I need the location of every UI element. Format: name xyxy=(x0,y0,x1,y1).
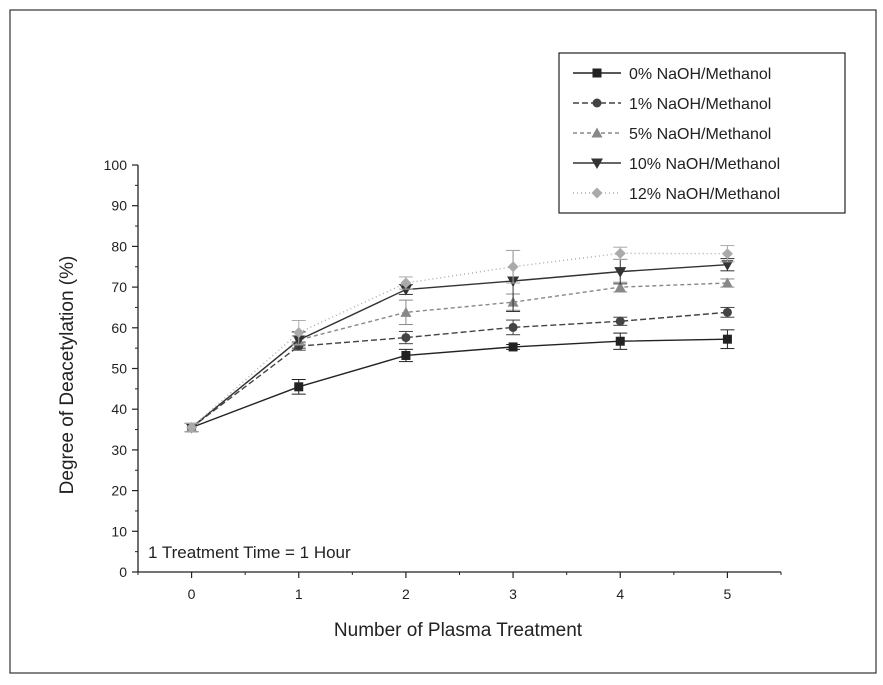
legend-label: 1% NaOH/Methanol xyxy=(629,96,771,113)
data-point xyxy=(722,334,732,344)
series-2 xyxy=(184,277,735,433)
data-point xyxy=(294,382,304,392)
legend-label: 10% NaOH/Methanol xyxy=(629,156,780,173)
y-tick-label: 40 xyxy=(111,401,127,417)
data-point xyxy=(721,277,733,288)
x-tick-label: 1 xyxy=(295,586,303,602)
data-point xyxy=(400,277,412,289)
legend-label: 0% NaOH/Methanol xyxy=(629,66,771,83)
series-line xyxy=(191,282,728,429)
data-point xyxy=(293,327,305,339)
series-line xyxy=(191,338,728,429)
data-point xyxy=(614,247,626,259)
y-tick-label: 50 xyxy=(111,361,127,377)
data-point xyxy=(614,267,627,278)
data-point xyxy=(614,281,626,292)
x-tick-label: 5 xyxy=(724,586,732,602)
series-line xyxy=(191,311,728,429)
x-tick-label: 3 xyxy=(509,586,517,602)
data-point xyxy=(401,350,411,360)
data-point xyxy=(722,307,732,317)
data-point xyxy=(615,316,625,326)
legend-marker xyxy=(592,98,602,108)
series-3 xyxy=(184,249,735,434)
axes xyxy=(137,165,781,573)
x-axis-label: Number of Plasma Treatment xyxy=(334,620,583,641)
y-tick-label: 10 xyxy=(111,523,127,539)
series-group xyxy=(184,245,735,434)
data-point xyxy=(508,342,518,352)
legend-marker xyxy=(591,127,603,138)
legend-label: 5% NaOH/Methanol xyxy=(629,126,771,143)
y-tick-label: 60 xyxy=(111,320,127,336)
y-tick-label: 30 xyxy=(111,442,127,458)
y-tick-label: 0 xyxy=(119,564,127,580)
legend-box xyxy=(558,52,846,214)
x-tick-label: 4 xyxy=(616,586,624,602)
data-point xyxy=(400,306,412,317)
legend-marker xyxy=(591,158,603,169)
legend-label: 12% NaOH/Methanol xyxy=(629,186,780,203)
x-tick-label: 2 xyxy=(402,586,410,602)
y-tick-label: 100 xyxy=(104,157,128,173)
series-line xyxy=(191,264,728,429)
data-point xyxy=(507,261,519,273)
x-ticks: 0 1 2 3 4 5 xyxy=(137,572,782,602)
legend: 0% NaOH/Methanol 1% NaOH/Methanol 5% NaOH/… xyxy=(558,52,846,214)
legend-marker xyxy=(591,187,603,199)
data-point xyxy=(615,336,625,346)
figure-border xyxy=(9,9,877,674)
y-ticks: 0 10 20 30 40 50 60 70 80 90 100 xyxy=(104,157,138,580)
x-tick-label: 0 xyxy=(188,586,196,602)
data-point xyxy=(399,285,412,296)
y-tick-label: 80 xyxy=(111,238,127,254)
data-point xyxy=(401,333,411,343)
data-point xyxy=(186,422,198,434)
legend-marker xyxy=(592,68,602,78)
y-tick-label: 20 xyxy=(111,483,127,499)
y-tick-label: 90 xyxy=(111,198,127,214)
y-axis-label: Degree of Deacetylation (%) xyxy=(57,256,78,495)
series-4 xyxy=(184,245,735,434)
data-point xyxy=(508,322,518,332)
data-point xyxy=(721,260,734,271)
y-tick-label: 70 xyxy=(111,279,127,295)
data-point xyxy=(721,248,733,260)
annotation-text: 1 Treatment Time = 1 Hour xyxy=(148,543,351,562)
series-0 xyxy=(184,329,735,433)
series-1 xyxy=(184,306,735,433)
